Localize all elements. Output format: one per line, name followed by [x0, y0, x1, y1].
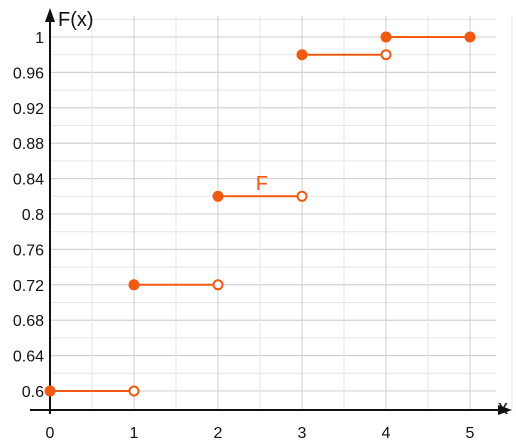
y-tick-label: 0.6: [22, 384, 44, 401]
x-axis-label: x: [498, 397, 508, 419]
grid: [49, 16, 513, 410]
y-tick-label: 1: [35, 30, 44, 47]
y-tick-label: 0.64: [13, 349, 44, 366]
open-point: [212, 279, 224, 291]
y-axis-label: F(x): [58, 9, 94, 31]
axes: [30, 8, 512, 415]
open-point: [380, 49, 392, 61]
y-tick-label: 0.8: [22, 207, 44, 224]
series-label: F: [256, 173, 268, 195]
tick-labels: 0.6 0.64 0.68 0.72 0.76 0.8 0.84 0.88 0.92 0.96 1 0…: [13, 30, 475, 442]
y-tick-label: 0.96: [13, 65, 44, 82]
y-tick-label: 0.68: [13, 313, 44, 330]
y-tick-label: 0.84: [13, 172, 44, 189]
closed-point: [44, 385, 56, 397]
y-tick-label: 0.88: [13, 136, 44, 153]
x-tick-label: 2: [214, 425, 223, 442]
x-tick-label: 4: [382, 425, 391, 442]
closed-point: [296, 49, 308, 61]
closed-point: [128, 279, 140, 291]
x-tick-label: 5: [466, 425, 475, 442]
series-marks: [44, 31, 476, 397]
y-tick-label: 0.72: [13, 278, 44, 295]
y-tick-label: 0.92: [13, 101, 44, 118]
closed-point: [380, 31, 392, 43]
open-point: [296, 190, 308, 202]
open-point: [128, 385, 140, 397]
x-tick-label: 3: [298, 425, 307, 442]
closed-point: [212, 190, 224, 202]
x-tick-label: 0: [46, 425, 55, 442]
x-tick-label: 1: [130, 425, 139, 442]
closed-point: [464, 31, 476, 43]
y-tick-label: 0.76: [13, 242, 44, 259]
y-axis-arrow: [45, 8, 55, 22]
x-axis-arrow: [498, 405, 512, 415]
